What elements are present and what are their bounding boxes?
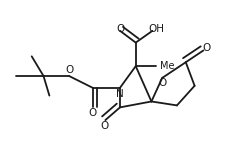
Text: O: O [116, 24, 124, 34]
Text: O: O [88, 108, 97, 118]
Text: N: N [116, 89, 124, 99]
Text: Me: Me [160, 61, 175, 71]
Text: OH: OH [148, 24, 164, 34]
Text: O: O [202, 44, 210, 53]
Text: O: O [65, 65, 73, 75]
Text: O: O [158, 78, 166, 88]
Text: O: O [100, 121, 108, 131]
